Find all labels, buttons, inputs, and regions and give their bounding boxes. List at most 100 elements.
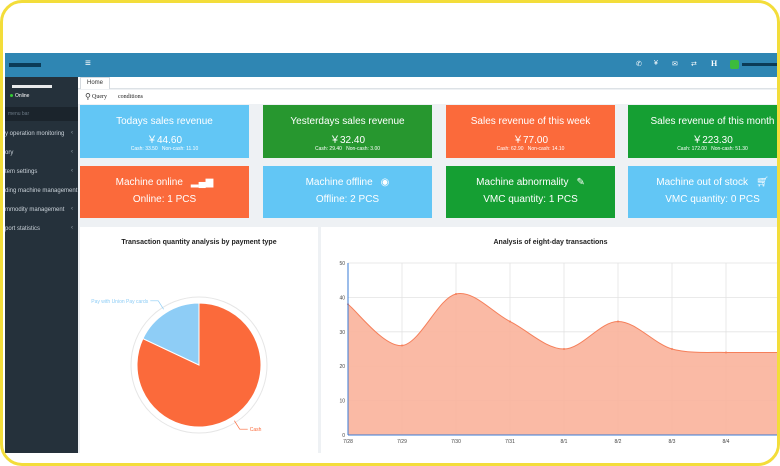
profit-icon[interactable]: ⇄ [691, 61, 697, 68]
card-amount: ￥32.40 [329, 135, 366, 146]
chevron-left-icon: ‹ [71, 206, 73, 212]
sidebar-item-system-settings[interactable]: tem settings ‹ [5, 163, 78, 182]
pie-chart-title: Transaction quantity analysis by payment… [121, 239, 277, 246]
top-navbar: ≡ ✆ ¥ ✉ ⇄ H [78, 53, 777, 77]
sidebar-item-vending-machine-management[interactable]: ding machine management [5, 182, 78, 201]
x-tick-label: 8/3 [669, 439, 676, 445]
card-count: Offline: 2 PCS [315, 194, 380, 205]
sidebar: Online menu bar y operation monitoring ‹ … [5, 53, 78, 453]
cash-label: Cash: [677, 146, 691, 152]
mail-icon[interactable]: ✉ [672, 61, 678, 68]
card-title: Yesterdays sales revenue [290, 116, 405, 127]
sidebar-item-label: mmodity management [5, 207, 65, 213]
chevron-left-icon: ‹ [71, 130, 73, 136]
pie-slice-label: Pay with Union Pay cards [91, 299, 148, 305]
yen-icon[interactable]: ¥ [654, 60, 658, 67]
card-machine-online[interactable]: Machine online ▂▄▆ Online: 1 PCS [80, 166, 249, 218]
cart-icon: 🛒︎ [756, 177, 769, 188]
pie-slice-label: Cash [250, 427, 262, 433]
series-line[interactable] [347, 293, 780, 353]
data-point[interactable] [725, 351, 727, 354]
noncash-label: Non-cash: [346, 146, 369, 152]
x-tick-label: 7/29 [397, 439, 407, 445]
y-tick-label: 20 [339, 364, 345, 370]
noncash-value: 51.30 [735, 146, 748, 152]
x-tick-label: 8/4 [723, 439, 730, 445]
card-breakdown: Cash: 29.40 Non-cash: 3.00 [263, 146, 432, 152]
sidebar-item-report-statistics[interactable]: port statistics ‹ [5, 220, 78, 239]
sidebar-search[interactable]: menu bar [5, 107, 78, 121]
card-machine-out-of-stock[interactable]: Machine out of stock 🛒︎ VMC quantity: 0 P… [628, 166, 777, 218]
query-conditions[interactable]: conditions [118, 94, 143, 100]
sidebar-item-label: y operation monitoring [5, 131, 65, 137]
sidebar-header [5, 53, 78, 77]
phone-icon[interactable]: ✆ [636, 61, 642, 68]
pie-chart: Cash Pay with Union Pay cards [91, 296, 268, 434]
tab-bar: Home [78, 77, 777, 89]
hamburger-icon[interactable]: ≡ [85, 58, 91, 69]
query-bar: ⚲ Query conditions [78, 90, 777, 104]
chevron-left-icon: ‹ [71, 225, 73, 231]
search-icon[interactable]: ⚲ [85, 92, 91, 101]
data-point[interactable] [455, 292, 457, 295]
x-tick-label: 8/2 [615, 439, 622, 445]
card-title: Sales revenue of this month [650, 116, 775, 127]
card-machine-abnormality[interactable]: Machine abnormality ✎ VMC quantity: 1 PCS [446, 166, 615, 218]
card-title-row: Machine out of stock 🛒︎ [628, 177, 777, 188]
data-point[interactable] [671, 348, 673, 350]
card-breakdown: Cash: 172.00 Non-cash: 51.30 [628, 146, 777, 152]
sidebar-item-label: ory [5, 150, 14, 156]
card-title-row: Machine online ▂▄▆ [80, 177, 249, 188]
y-tick-label: 50 [339, 261, 345, 267]
card-breakdown: Cash: 62.90 Non-cash: 14.10 [446, 146, 615, 152]
area-fill [348, 293, 777, 435]
username-redacted [12, 85, 52, 88]
card-amount: ￥44.60 [146, 135, 183, 146]
avatar[interactable] [730, 60, 739, 69]
sidebar-item-operation-monitoring[interactable]: y operation monitoring ‹ [5, 125, 78, 144]
noncash-value: 14.10 [551, 146, 565, 152]
chevron-left-icon: ‹ [71, 168, 73, 174]
card-month-revenue: Sales revenue of this month ￥223.30 Cash… [628, 105, 777, 158]
area-chart-title: Analysis of eight-day transactions [493, 239, 608, 246]
cash-value: 62.90 [511, 146, 524, 152]
chevron-left-icon: ‹ [71, 149, 73, 155]
area-chart: 0 10 20 30 40 50 7/28 7/29 7/30 7/31 8/1 8/2 8/3 8/4 [339, 261, 780, 445]
card-amount: ￥77.00 [512, 135, 549, 146]
sidebar-item-commodity-management[interactable]: mmodity management ‹ [5, 201, 78, 220]
online-dot-icon [10, 94, 13, 97]
query-label[interactable]: Query [92, 94, 107, 100]
y-tick-label: 40 [339, 295, 345, 301]
pie-label-line [234, 420, 248, 430]
data-point[interactable] [563, 348, 565, 350]
y-tick-label: 0 [342, 433, 345, 439]
card-machine-offline[interactable]: Machine offline ◉ Offline: 2 PCS [263, 166, 432, 218]
cash-label: Cash: [130, 146, 144, 152]
user-name-redacted[interactable] [742, 63, 777, 66]
dashboard-app: Online menu bar y operation monitoring ‹ … [5, 53, 780, 453]
sidebar-item-inventory[interactable]: ory ‹ [5, 144, 78, 163]
card-title: Todays sales revenue [116, 116, 213, 127]
y-tick-label: 30 [339, 330, 345, 336]
card-title: Sales revenue of this week [470, 116, 591, 127]
card-title-row: Machine abnormality ✎ [446, 177, 615, 188]
tab-home[interactable]: Home [80, 77, 111, 89]
logo [9, 63, 41, 67]
data-point[interactable] [509, 320, 511, 323]
card-title: Machine out of stock [656, 177, 748, 188]
sidebar-item-label: tem settings [5, 169, 38, 175]
status-badge: Online [10, 93, 29, 99]
card-title: Machine abnormality [476, 177, 569, 188]
x-tick-label: 7/31 [505, 439, 515, 445]
card-count: VMC quantity: 1 PCS [483, 194, 578, 205]
cash-value: 29.40 [329, 146, 342, 152]
cash-value: 33.50 [145, 146, 158, 152]
h-icon[interactable]: H [711, 59, 718, 68]
sidebar-user: Online [5, 77, 78, 107]
pie-slice[interactable] [142, 302, 200, 366]
data-point[interactable] [617, 320, 619, 323]
data-point[interactable] [401, 344, 403, 347]
card-amount: ￥223.30 [692, 135, 733, 146]
card-title-row: Machine offline ◉ [263, 177, 432, 188]
